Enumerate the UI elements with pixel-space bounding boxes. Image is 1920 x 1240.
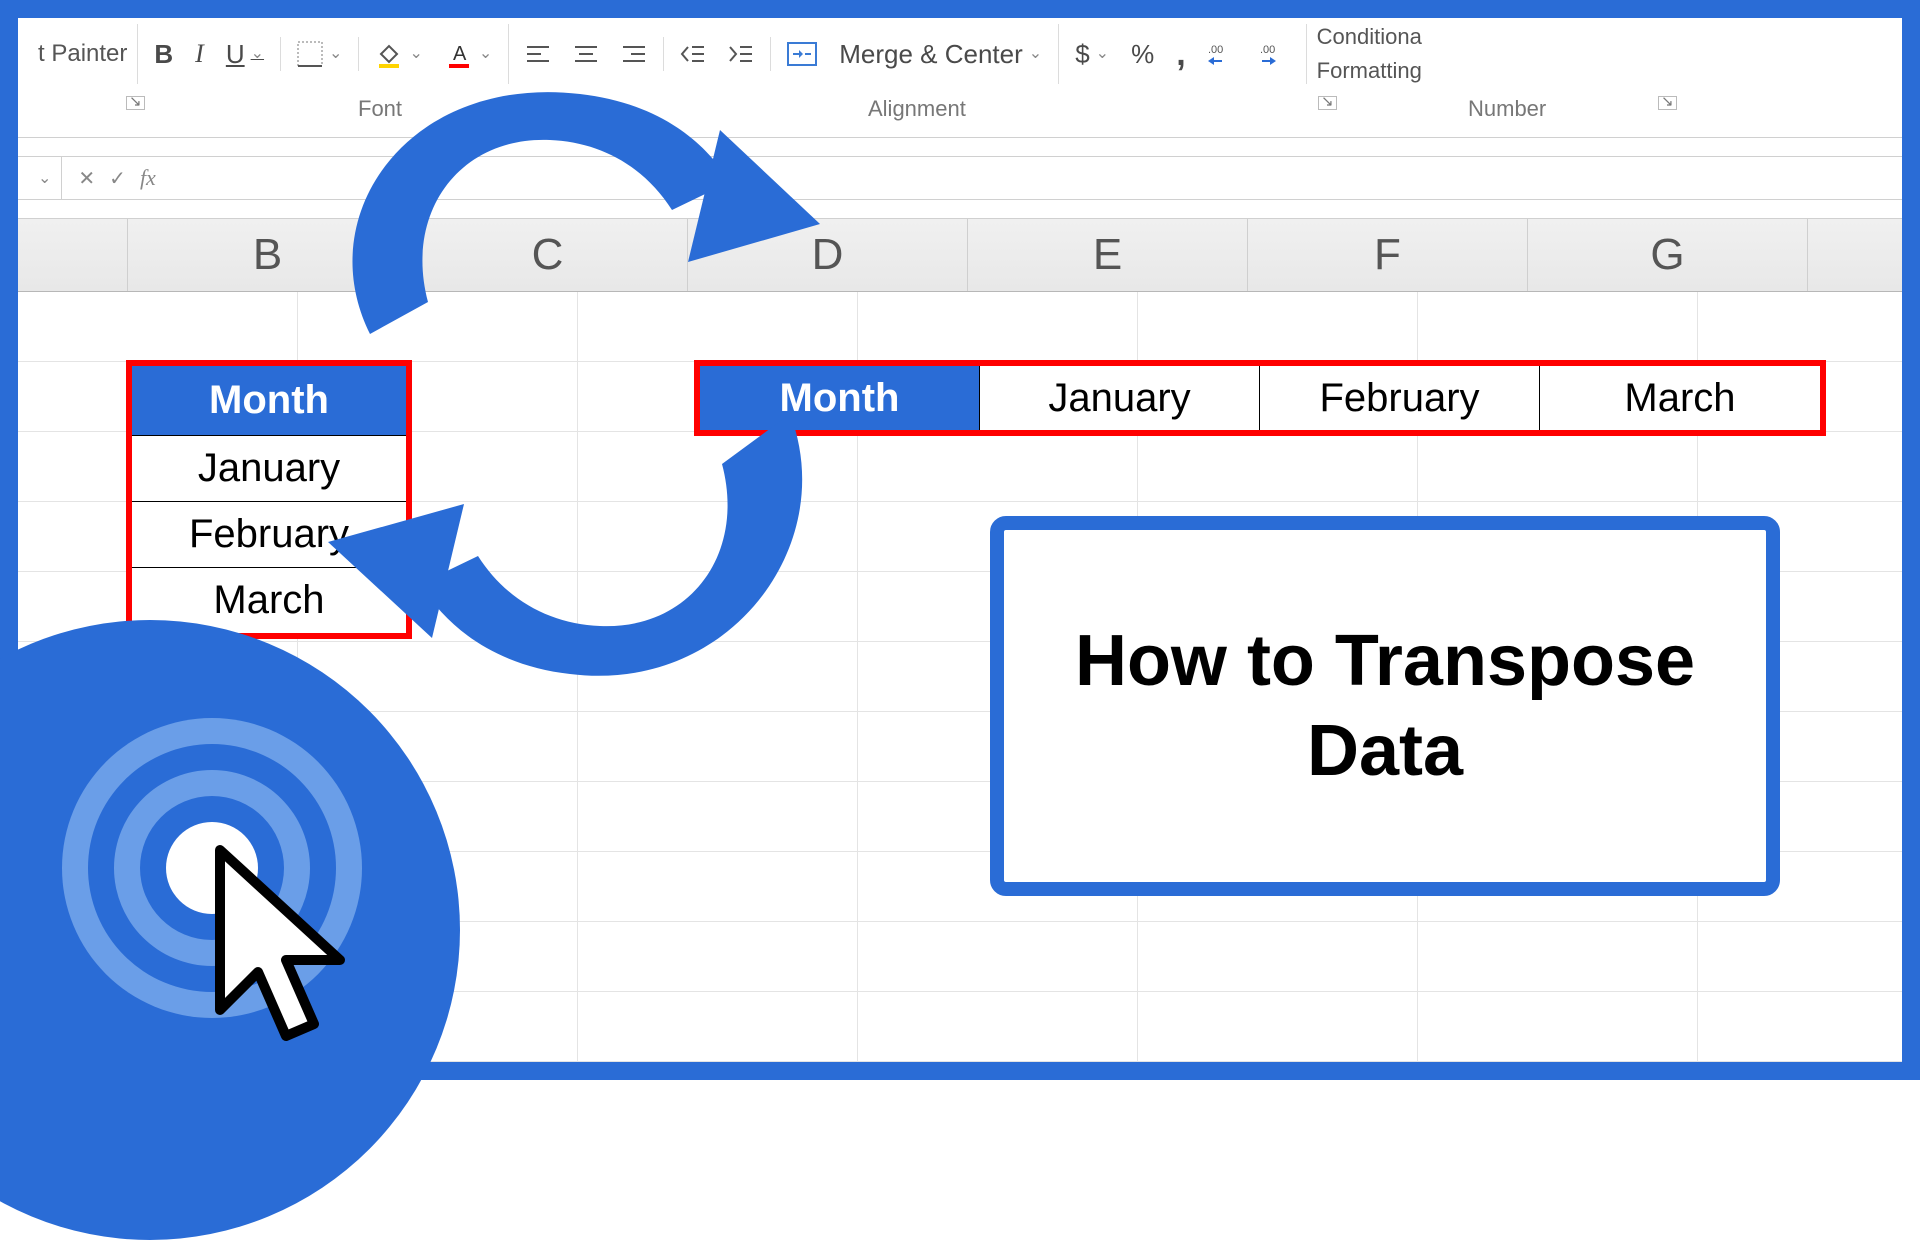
ribbon: t Painter B I U A [18,18,1902,138]
svg-text:.00: .00 [1208,44,1223,56]
column-header[interactable] [1808,219,1902,291]
vertical-table-cell: February [132,502,406,568]
conditional-formatting-label1: Conditiona [1317,25,1422,49]
title-card-text: How to Transpose Data [1004,616,1766,796]
fx-button[interactable]: fx [140,165,156,191]
clipboard-group: t Painter [28,18,137,90]
vertical-table-cell: January [132,436,406,502]
font-color-button[interactable]: A [439,36,498,72]
borders-button[interactable] [291,37,348,71]
column-header[interactable]: F [1248,219,1528,291]
mini-separator [663,37,664,71]
column-header[interactable]: D [688,219,968,291]
italic-button[interactable]: I [189,37,210,71]
conditional-formatting-button[interactable]: Conditiona Formatting [1307,18,1432,90]
font-group-label: Font [358,96,402,122]
horizontal-table-header: Month [700,366,980,430]
column-headers: B C D E F G [18,218,1902,292]
merge-center-button[interactable]: Merge & Center [833,37,1048,71]
decrease-indent-button[interactable] [674,39,712,69]
horizontal-table-cell: January [980,366,1260,430]
align-left-button[interactable] [519,39,557,69]
svg-text:.00: .00 [1260,44,1275,56]
ribbon-group-labels: ↘ Font Alignment ↘ Number ↘ [18,96,1902,134]
name-box-dropdown[interactable]: ⌄ [38,157,62,199]
increase-indent-button[interactable] [722,39,760,69]
fill-color-button[interactable] [369,36,428,72]
merge-center-icon [781,38,823,70]
conditional-formatting-label2: Formatting [1317,59,1422,83]
bold-button[interactable]: B [148,37,179,71]
formula-cancel-icon[interactable]: ✕ [78,166,95,191]
dialog-launcher-icon[interactable]: ↘ [1318,96,1337,110]
currency-button[interactable]: $ [1069,37,1115,71]
svg-text:A: A [453,43,467,65]
formula-bar: ⌄ ✕ ✓ fx [18,156,1902,200]
alignment-group-label: Alignment [868,96,966,122]
mini-separator [770,37,771,71]
column-header[interactable]: G [1528,219,1808,291]
font-group: B I U A [138,18,508,90]
vertical-source-table: Month January February March [126,360,412,639]
column-header[interactable]: E [968,219,1248,291]
underline-button[interactable]: U [220,37,270,71]
format-painter-button[interactable]: t Painter [38,40,127,68]
dialog-launcher-icon[interactable]: ↘ [126,96,145,110]
number-group-label: Number [1468,96,1546,122]
comma-style-button[interactable]: , [1170,33,1191,75]
horizontal-table-cell: March [1540,366,1820,430]
horizontal-transposed-table: Month January February March [694,360,1826,436]
align-right-button[interactable] [615,39,653,69]
increase-decimal-button[interactable]: .00 [1202,37,1244,71]
decrease-decimal-button[interactable]: .00 [1254,37,1296,71]
column-header[interactable]: B [128,219,408,291]
horizontal-table-cell: February [1260,366,1540,430]
formula-enter-icon[interactable]: ✓ [109,166,126,191]
percent-button[interactable]: % [1125,37,1160,71]
cursor-icon [200,840,370,1050]
align-center-button[interactable] [567,39,605,69]
mini-separator [358,37,359,71]
title-card: How to Transpose Data [990,516,1780,896]
column-header[interactable]: C [408,219,688,291]
column-header[interactable] [18,219,128,291]
dialog-launcher-icon[interactable]: ↘ [1658,96,1677,110]
number-group: $ % , .00 .00 [1059,18,1305,90]
mini-separator [280,37,281,71]
alignment-group: Merge & Center [509,18,1058,90]
vertical-table-header: Month [132,366,406,436]
